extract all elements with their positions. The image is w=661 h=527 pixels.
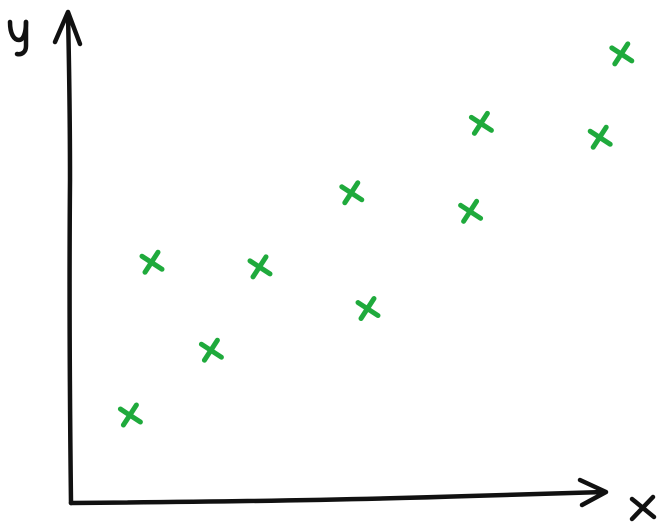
data-point-marker	[198, 337, 224, 363]
data-points	[117, 41, 635, 428]
y-axis-label	[7, 19, 29, 57]
data-point-marker	[247, 254, 273, 280]
data-point-marker	[339, 180, 365, 206]
data-point-marker	[468, 110, 494, 136]
y-axis-arrowhead	[52, 9, 83, 47]
data-point-marker	[355, 296, 381, 322]
x-axis-arrowhead	[577, 477, 609, 508]
x-axis	[68, 489, 607, 506]
data-point-marker	[117, 402, 143, 428]
x-axis-label	[629, 494, 657, 522]
data-point-marker	[587, 124, 613, 150]
y-axis	[65, 11, 74, 506]
data-point-marker	[609, 41, 635, 67]
data-point-marker	[458, 198, 484, 224]
data-point-marker	[139, 249, 165, 275]
